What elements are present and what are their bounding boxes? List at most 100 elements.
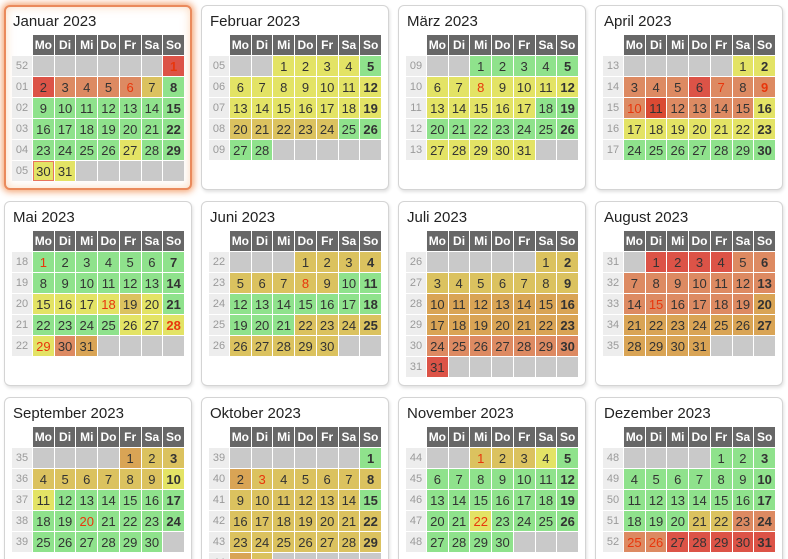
empty-cell [360,336,381,356]
empty-cell [470,252,492,272]
day-cell: 25 [624,532,645,552]
day-cell: 18 [710,294,732,314]
day-cell: 6 [251,273,273,293]
day-cell: 6 [667,469,689,489]
weekday-header-sa: Sa [732,427,754,447]
day-cell: 7 [448,77,470,97]
week-number: 42 [209,511,229,531]
day-cell: 13 [251,294,273,314]
weekday-header-sa: Sa [338,231,360,251]
day-cell: 24 [427,336,448,356]
empty-cell [163,336,184,356]
week-number: 48 [406,532,426,552]
weekday-header-do: Do [492,231,513,251]
empty-cell [689,56,710,76]
day-cell: 28 [338,532,360,552]
weekday-header-di: Di [251,231,273,251]
day-cell: 4 [33,469,54,489]
header-corner-cell [209,231,229,251]
week-number: 29 [406,315,426,335]
weekday-header-sa: Sa [535,231,557,251]
empty-cell [667,56,689,76]
day-cell: 2 [492,448,513,468]
day-cell: 13 [76,490,98,510]
month-table: Mo Di Mi Do Fr Sa So 22 1 2 3 4 23 5 6 7 8 9 10 11 24 12 13 14 1… [208,230,382,357]
week-number: 43 [209,532,229,552]
month-card-9: September 2023 Mo Di Mi Do Fr Sa So 35 1 2 3 36 4 5 6 7 8… [4,397,192,559]
week-number: 25 [209,315,229,335]
weekday-header-di: Di [448,427,470,447]
day-cell: 29 [163,140,184,160]
weekday-header-so: So [557,427,578,447]
week-number: 05 [12,161,32,181]
day-cell: 17 [54,119,76,139]
day-cell: 23 [54,315,76,335]
day-cell: 20 [667,511,689,531]
day-cell: 8 [535,273,557,293]
day-cell: 29 [33,336,54,356]
month-title: Januar 2023 [13,13,97,30]
empty-cell [251,448,273,468]
day-cell: 3 [754,448,775,468]
day-cell: 5 [557,56,578,76]
day-cell: 11 [360,273,381,293]
empty-cell [295,140,316,160]
header-corner-cell [406,231,426,251]
month-title: April 2023 [604,13,672,30]
week-number: 22 [12,336,32,356]
weekday-header-so: So [360,427,381,447]
day-cell: 6 [141,252,163,272]
day-cell: 20 [754,294,775,314]
month-card-11: November 2023 Mo Di Mi Do Fr Sa So 44 1 2 3 4 5 45 6 7 8 9… [398,397,586,559]
empty-cell [338,140,360,160]
day-cell: 29 [732,140,754,160]
weekday-header-do: Do [689,231,710,251]
weekday-header-mo: Mo [624,231,645,251]
empty-cell [513,252,535,272]
day-cell: 14 [98,490,119,510]
empty-cell [427,56,448,76]
month-table: Mo Di Mi Do Fr Sa So 13 1 2 14 3 4 5 6 7 8 9 15 10 11 12 13 14 1… [602,34,776,161]
day-cell: 7 [141,77,163,97]
day-cell: 26 [645,532,667,552]
day-cell: 11 [76,98,98,118]
day-cell: 13 [119,98,141,118]
day-cell: 28 [689,532,710,552]
day-cell: 2 [732,448,754,468]
day-cell: 6 [427,77,448,97]
month-card-1: Januar 2023 Mo Di Mi Do Fr Sa So 52 1 01 2 3 4 5 6 7 8 02 9… [4,5,192,190]
day-cell: 12 [557,77,578,97]
day-cell: 21 [98,511,119,531]
day-cell: 22 [645,315,667,335]
day-cell: 5 [98,77,119,97]
day-cell: 1 [470,448,492,468]
day-cell: 23 [295,119,316,139]
week-number: 28 [406,294,426,314]
month-title: November 2023 [407,405,514,422]
empty-cell [624,252,645,272]
day-cell: 4 [360,252,381,272]
day-cell: 28 [513,336,535,356]
day-cell: 16 [557,294,578,314]
day-cell: 7 [448,469,470,489]
weekday-header-fr: Fr [316,231,338,251]
day-cell: 31 [513,140,535,160]
day-cell: 8 [163,77,184,97]
day-cell: 24 [251,532,273,552]
day-cell: 4 [448,273,470,293]
day-cell: 17 [754,490,775,510]
day-cell: 18 [624,511,645,531]
day-cell: 29 [535,336,557,356]
day-cell: 22 [470,511,492,531]
day-cell: 13 [141,273,163,293]
day-cell: 6 [230,77,251,97]
month-title: Juni 2023 [210,209,276,226]
day-cell: 11 [535,469,557,489]
day-cell: 19 [54,511,76,531]
day-cell: 16 [492,490,513,510]
day-cell: 3 [427,273,448,293]
week-number: 45 [406,469,426,489]
day-cell: 29 [710,532,732,552]
weekday-header-do: Do [689,35,710,55]
day-cell: 30 [492,140,513,160]
